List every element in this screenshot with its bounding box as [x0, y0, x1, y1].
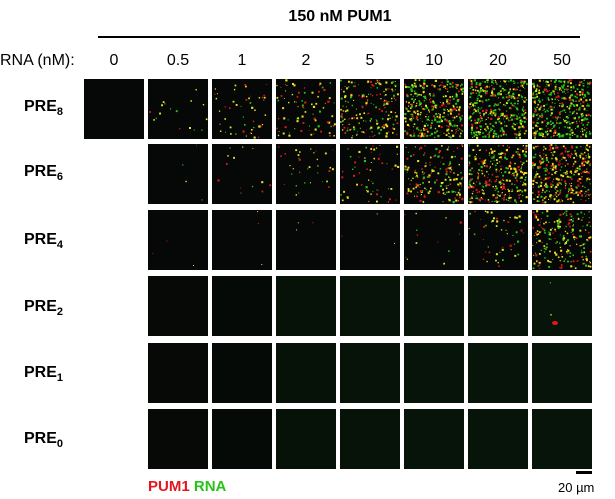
- microscopy-panel: [404, 276, 464, 336]
- microscopy-panel: [468, 276, 528, 336]
- microscopy-panel: [340, 343, 400, 403]
- microscopy-panel: [276, 276, 336, 336]
- microscopy-panel: [276, 343, 336, 403]
- microscopy-panel: [468, 343, 528, 403]
- microscopy-panel: [148, 409, 208, 469]
- microscopy-panel: [404, 79, 464, 139]
- microscopy-panel: [404, 409, 464, 469]
- microscopy-panel: [532, 144, 592, 204]
- channel-legend: PUM1 RNA: [148, 478, 226, 495]
- microscopy-panel: [532, 409, 592, 469]
- legend-rna: RNA: [193, 478, 227, 495]
- microscopy-panel: [340, 210, 400, 270]
- microscopy-panel: [532, 343, 592, 403]
- microscopy-panel: [148, 144, 208, 204]
- row-label-pre1: PRE1: [24, 364, 64, 385]
- microscopy-panel: [404, 210, 464, 270]
- microscopy-panel: [340, 144, 400, 204]
- row-label-pre4: PRE4: [24, 231, 64, 252]
- microscopy-panel: [276, 409, 336, 469]
- row-label-pre8: PRE8: [24, 98, 64, 119]
- microscopy-panel: [148, 79, 208, 139]
- row-label-pre0: PRE0: [24, 430, 64, 451]
- microscopy-panel: [532, 210, 592, 270]
- microscopy-panel: [532, 276, 592, 336]
- microscopy-panel: [340, 409, 400, 469]
- figure-title: 150 nM PUM1: [288, 8, 392, 25]
- microscopy-panel: [84, 79, 144, 139]
- concentration-label: 1: [237, 52, 247, 69]
- microscopy-panel: [212, 276, 272, 336]
- microscopy-panel: [276, 210, 336, 270]
- microscopy-panel: [148, 210, 208, 270]
- microscopy-panel: [468, 79, 528, 139]
- microscopy-panel: [212, 343, 272, 403]
- row-label-pre6: PRE6: [24, 163, 64, 184]
- microscopy-panel: [340, 79, 400, 139]
- microscopy-panel: [340, 276, 400, 336]
- microscopy-panel: [468, 210, 528, 270]
- row-label-pre2: PRE2: [24, 298, 64, 319]
- concentration-label: 0.5: [166, 52, 190, 69]
- microscopy-panel: [404, 343, 464, 403]
- microscopy-panel: [148, 276, 208, 336]
- microscopy-panel: [148, 343, 208, 403]
- concentration-label: 50: [553, 52, 571, 69]
- microscopy-panel: [404, 144, 464, 204]
- microscopy-panel: [276, 144, 336, 204]
- microscopy-panel: [468, 409, 528, 469]
- microscopy-panel: [532, 79, 592, 139]
- microscopy-panel: [212, 79, 272, 139]
- concentration-label: 5: [365, 52, 375, 69]
- rna-axis-label: RNA (nM):: [0, 52, 75, 69]
- concentration-label: 2: [301, 52, 311, 69]
- microscopy-panel: [212, 210, 272, 270]
- microscopy-panel: [468, 144, 528, 204]
- concentration-label: 20: [489, 52, 507, 69]
- concentration-label: 0: [109, 52, 119, 69]
- legend-pum1: PUM1: [148, 478, 190, 495]
- concentration-label: 10: [425, 52, 443, 69]
- microscopy-panel: [212, 409, 272, 469]
- title-underline: [98, 36, 580, 38]
- microscopy-panel: [276, 79, 336, 139]
- scale-bar: [576, 471, 592, 474]
- microscopy-panel: [212, 144, 272, 204]
- scale-bar-label: 20 µm: [558, 480, 595, 495]
